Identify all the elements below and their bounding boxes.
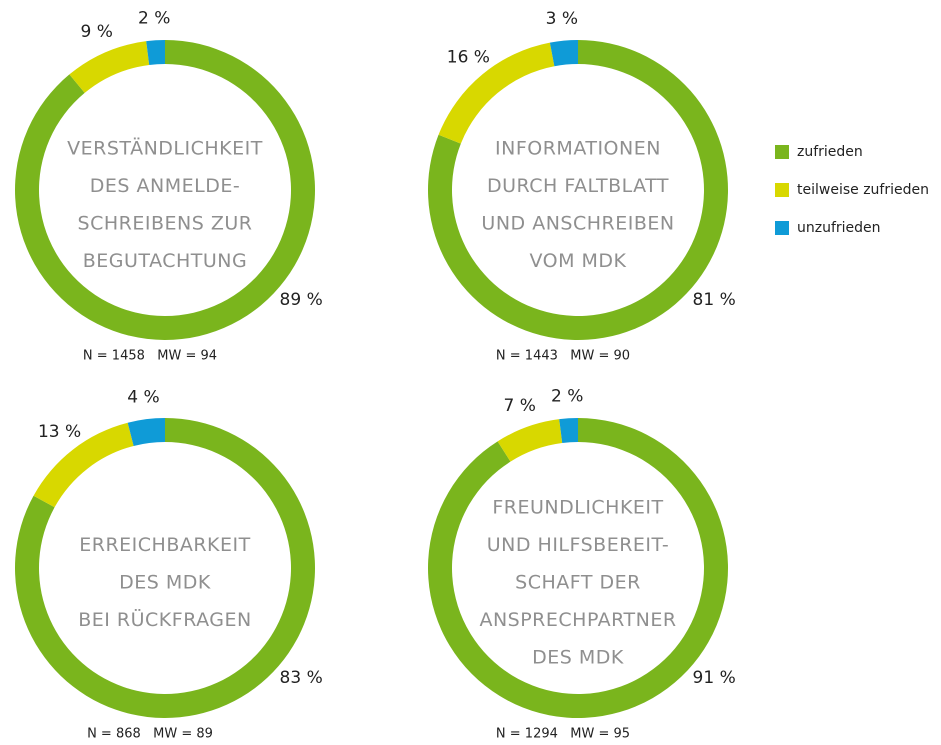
- donut-segment: [146, 40, 165, 65]
- center-title: INFORMATIONEN: [495, 137, 661, 159]
- legend-swatch: [775, 221, 789, 235]
- center-title: VOM MDK: [529, 250, 626, 272]
- data-label: 81 %: [693, 290, 736, 310]
- legend-label: zufrieden: [797, 144, 863, 160]
- donut-segment: [497, 419, 563, 462]
- center-title: DES MDK: [119, 572, 211, 594]
- legend-label: teilweise zufrieden: [797, 182, 929, 198]
- data-label: 2 %: [551, 386, 583, 406]
- data-label: 4 %: [127, 387, 159, 407]
- donut-segment: [33, 422, 134, 508]
- data-label: 16 %: [447, 47, 490, 67]
- center-title: VERSTÄNDLICHKEIT: [67, 136, 263, 159]
- legend-swatch: [775, 145, 789, 159]
- chart-note: N = 868 MW = 89: [87, 727, 213, 742]
- center-title: DES MDK: [532, 647, 624, 669]
- donut-segment: [127, 418, 165, 446]
- donut-segment: [69, 41, 150, 93]
- donut-segment: [438, 42, 555, 144]
- center-title: DES ANMELDE-: [90, 175, 240, 197]
- data-label: 13 %: [38, 422, 81, 442]
- center-title: ANSPRECHPARTNER: [479, 609, 676, 631]
- data-label: 89 %: [280, 290, 323, 310]
- legend-label: unzufrieden: [797, 220, 881, 236]
- chart-note: N = 1443 MW = 90: [496, 349, 630, 364]
- center-title: UND ANSCHREIBEN: [481, 212, 674, 234]
- center-title: UND HILFSBEREIT-: [487, 534, 670, 556]
- chart-note: N = 1294 MW = 95: [496, 727, 630, 742]
- center-title: SCHAFT DER: [515, 572, 641, 594]
- data-label: 2 %: [138, 8, 170, 28]
- data-label: 83 %: [280, 668, 323, 688]
- center-title: ERREICHBARKEIT: [79, 534, 250, 556]
- data-label: 7 %: [504, 396, 536, 416]
- center-title: DURCH FALTBLATT: [487, 175, 669, 197]
- data-label: 91 %: [693, 668, 736, 688]
- data-label: 3 %: [546, 9, 578, 29]
- center-title: SCHREIBENS ZUR: [78, 212, 253, 234]
- chart-note: N = 1458 MW = 94: [83, 349, 217, 364]
- legend-swatch: [775, 183, 789, 197]
- data-label: 9 %: [81, 22, 113, 42]
- donut-segment: [428, 418, 728, 718]
- center-title: BEI RÜCKFRAGEN: [78, 608, 251, 631]
- donut-segment: [549, 40, 578, 67]
- donut-segment: [559, 418, 578, 443]
- center-title: BEGUTACHTUNG: [83, 250, 247, 272]
- center-title: FREUNDLICHKEIT: [492, 497, 663, 519]
